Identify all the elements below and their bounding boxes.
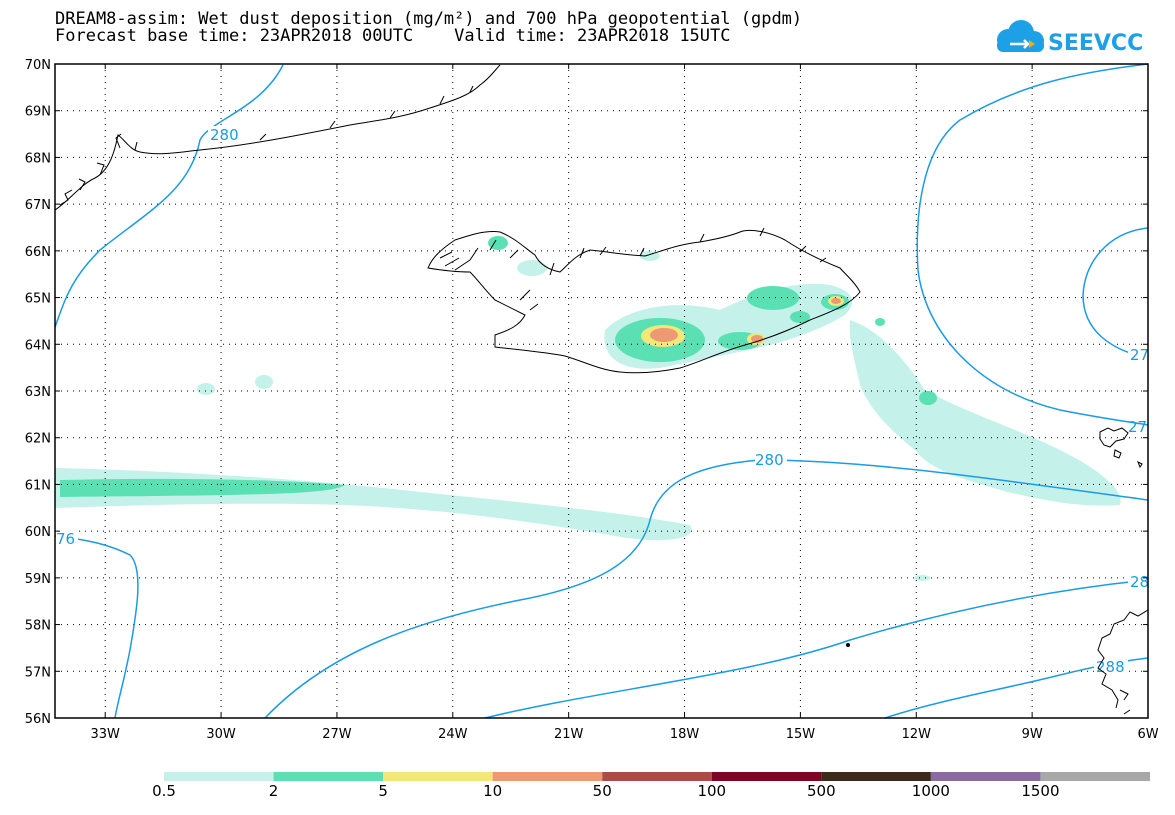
- dust-blob: [255, 375, 273, 389]
- lat-label: 59N: [25, 572, 51, 587]
- colorbar-swatch: [602, 772, 712, 781]
- dust-blob: [650, 328, 678, 342]
- coastlines: [54, 64, 1149, 715]
- dust-blob: [747, 286, 799, 310]
- contour-label: 28: [1130, 573, 1149, 591]
- cloud-icon: [997, 20, 1044, 52]
- contour-line: [1082, 227, 1149, 359]
- lat-label: 65N: [25, 292, 51, 307]
- contour-label: 76: [56, 530, 75, 548]
- dust-deposition-layer: [55, 236, 1121, 581]
- scotland-coast: [1097, 609, 1149, 715]
- contour-labels: 280 280 76 27 27 28 288: [56, 126, 1149, 676]
- colorbar-label: 1000: [911, 782, 950, 800]
- greenland-fjords: [59, 85, 474, 206]
- lon-label: 33W: [91, 727, 121, 742]
- dust-blob: [919, 391, 937, 405]
- colorbar-label: 0.5: [152, 782, 176, 800]
- lat-label: 70N: [25, 58, 51, 73]
- lat-label: 62N: [25, 432, 51, 447]
- seevccc-logo: SEEVCCC: [997, 20, 1143, 56]
- dust-blob: [488, 236, 508, 250]
- dust-blob: [640, 251, 660, 261]
- contour-label: 27: [1128, 418, 1147, 436]
- lat-label: 57N: [25, 665, 51, 680]
- colorbar-swatch: [930, 772, 1041, 781]
- contour-label: 288: [1096, 658, 1125, 676]
- dust-plume-east: [849, 320, 1121, 506]
- contour-line: [484, 579, 1149, 719]
- lon-label: 12W: [902, 727, 932, 742]
- lon-label: 18W: [670, 727, 700, 742]
- colorbar-swatch: [383, 772, 493, 781]
- colorbar-swatch: [164, 772, 274, 781]
- lon-label: 9W: [1022, 727, 1043, 742]
- lon-label: 21W: [554, 727, 584, 742]
- colorbar-swatch: [1040, 772, 1150, 781]
- dust-band-61n: [55, 468, 692, 541]
- colorbar-swatch: [273, 772, 384, 781]
- map-title: DREAM8-assim: Wet dust deposition (mg/m²…: [55, 9, 803, 29]
- contour-label: 280: [210, 126, 239, 144]
- colorbar-label: 1500: [1021, 782, 1060, 800]
- lat-label: 69N: [25, 105, 51, 120]
- colorbar-label: 100: [697, 782, 727, 800]
- colorbar-swatch: [492, 772, 603, 781]
- dust-blob: [517, 260, 547, 276]
- contour-line: [54, 64, 284, 328]
- dust-band-61n-core: [60, 478, 345, 497]
- graticule: [55, 64, 1148, 718]
- dust-blob: [197, 383, 215, 395]
- geopotential-contours: [54, 63, 1149, 719]
- contour-line: [54, 535, 139, 719]
- colorbar: [164, 772, 1150, 781]
- colorbar-label: 5: [378, 782, 388, 800]
- colorbar-swatch: [821, 772, 931, 781]
- faroe-islands: [1099, 427, 1143, 469]
- iceland-coast: [427, 229, 861, 374]
- contour-label: 280: [755, 451, 784, 469]
- lat-label: 61N: [25, 478, 51, 493]
- latitude-axis: 70N 69N 68N 67N 66N 65N 64N 63N 62N 61N 60N 59N 58N 5…: [25, 58, 1148, 727]
- dust-blob: [914, 575, 930, 581]
- lat-label: 56N: [25, 712, 51, 727]
- dust-blob: [831, 298, 841, 304]
- logo-text: SEEVCCC: [1048, 31, 1143, 56]
- lat-label: 63N: [25, 385, 51, 400]
- contour-line: [916, 63, 1149, 426]
- colorbar-swatch: [711, 772, 822, 781]
- colorbar-label: 10: [483, 782, 503, 800]
- lat-label: 66N: [25, 245, 51, 260]
- dust-blob: [875, 318, 885, 326]
- lat-label: 58N: [25, 619, 51, 634]
- lat-label: 68N: [25, 151, 51, 166]
- lat-label: 64N: [25, 338, 51, 353]
- lon-label: 24W: [438, 727, 468, 742]
- lat-label: 60N: [25, 525, 51, 540]
- colorbar-label: 2: [268, 782, 279, 800]
- iceland-fjords: [439, 227, 827, 311]
- longitude-axis: 33W 30W 27W 24W 21W 18W 15W 12W 9W 6W: [91, 64, 1159, 742]
- lon-label: 6W: [1137, 727, 1158, 742]
- greenland-coast: [54, 64, 501, 211]
- contour-line: [264, 459, 1149, 719]
- lat-label: 67N: [25, 198, 51, 213]
- lon-label: 15W: [786, 727, 816, 742]
- lon-label: 30W: [206, 727, 236, 742]
- dust-blob: [751, 335, 763, 343]
- lon-label: 27W: [322, 727, 352, 742]
- map-subtitle: Forecast base time: 23APR2018 00UTC Vali…: [55, 26, 731, 46]
- colorbar-label: 500: [807, 782, 836, 800]
- colorbar-label: 50: [592, 782, 612, 800]
- contour-label: 27: [1130, 346, 1149, 364]
